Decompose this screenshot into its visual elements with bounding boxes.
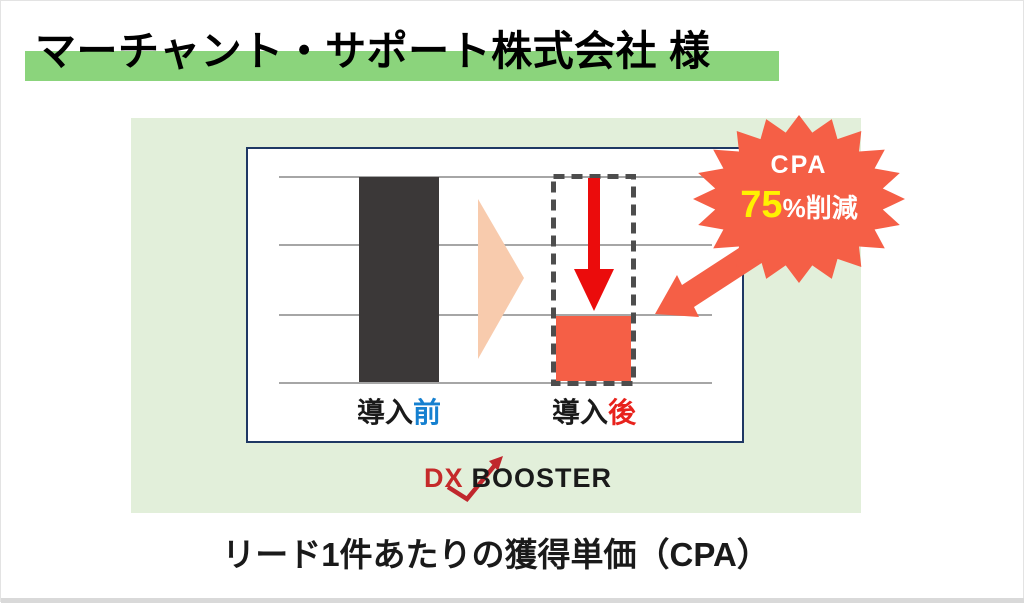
bar-after bbox=[556, 316, 631, 381]
badge-percent-value: 75 bbox=[740, 184, 783, 226]
logo-dx-text: DX bbox=[423, 463, 464, 493]
badge-percent-suffix: %削減 bbox=[782, 193, 858, 223]
label-after-accent: 後 bbox=[608, 397, 637, 428]
gridline bbox=[279, 382, 712, 384]
gridline bbox=[279, 314, 712, 316]
chart-frame bbox=[246, 147, 744, 443]
logo-booster-text: BOOSTER bbox=[471, 463, 613, 493]
badge-title: CPA bbox=[770, 151, 828, 179]
badge-reduction-text: 75 %削減 bbox=[699, 185, 899, 228]
page-title: マーチャント・サポート株式会社 様 bbox=[35, 28, 711, 74]
label-before: 導入前 bbox=[344, 397, 454, 429]
label-after: 導入後 bbox=[539, 397, 649, 429]
gridline bbox=[279, 244, 712, 246]
dx-booster-logo: DX BOOSTER bbox=[413, 463, 623, 494]
header-highlight-band bbox=[25, 51, 779, 81]
gridline bbox=[279, 176, 712, 178]
label-after-base: 導入 bbox=[551, 397, 608, 428]
label-before-accent: 前 bbox=[413, 397, 442, 428]
chart-caption: リード1件あたりの獲得単価（CPA） bbox=[222, 536, 770, 573]
bar-before bbox=[359, 177, 439, 382]
slide-bottom-edge bbox=[1, 598, 1024, 603]
label-before-base: 導入 bbox=[356, 397, 413, 428]
